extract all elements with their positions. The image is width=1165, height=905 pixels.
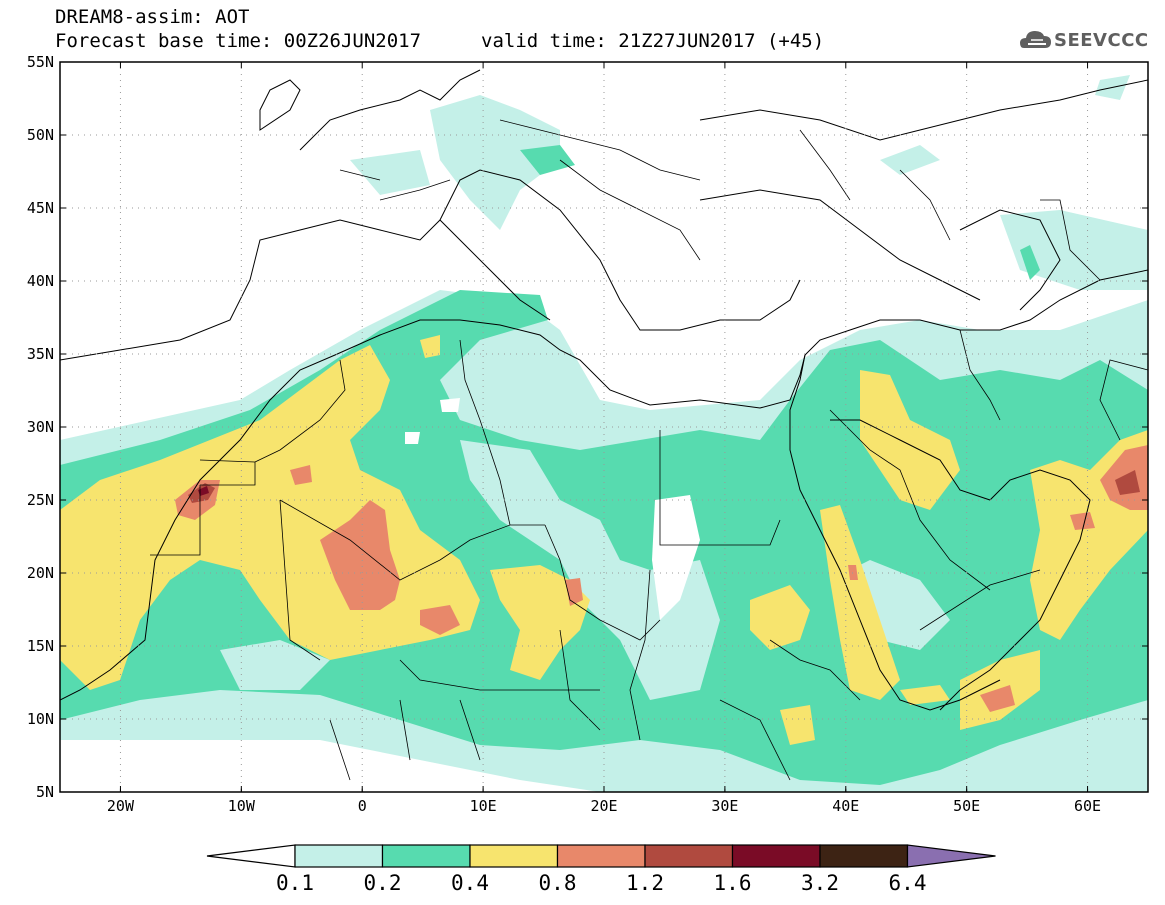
- colorbar-swatch: [644, 844, 734, 868]
- colorbar-label: 0.2: [364, 871, 402, 895]
- lon-label: 40E: [832, 797, 859, 815]
- colorbar-swatch: [556, 844, 646, 868]
- colorbar-swatch: [469, 844, 559, 868]
- logo-text: SEEVCCC: [1054, 30, 1149, 51]
- lat-label: 30N: [27, 418, 54, 436]
- lon-label: 20W: [107, 797, 135, 815]
- colorbar-label: 3.2: [801, 871, 839, 895]
- lat-label: 25N: [27, 491, 54, 509]
- forecast-base-time: Forecast base time: 00Z26JUN2017: [55, 30, 422, 52]
- valid-time: valid time: 21Z27JUN2017 (+45): [481, 30, 825, 52]
- lat-label: 50N: [27, 126, 54, 144]
- lon-label: 10W: [228, 797, 256, 815]
- coastlines: [60, 69, 1148, 711]
- lat-label: 40N: [27, 272, 54, 290]
- colorbar-swatch: [731, 844, 821, 868]
- colorbar: [206, 844, 996, 868]
- lon-label: 30E: [711, 797, 738, 815]
- lon-label: 20E: [590, 797, 617, 815]
- lat-label: 55N: [27, 53, 54, 71]
- lon-label: 60E: [1074, 797, 1101, 815]
- colorbar-label: 6.4: [889, 871, 927, 895]
- colorbar-min-arrow: [206, 844, 296, 868]
- colorbar-label: 0.4: [451, 871, 489, 895]
- graticule: [60, 62, 1148, 792]
- lon-label: 10E: [470, 797, 497, 815]
- colorbar-max-arrow: [906, 844, 996, 868]
- cloud-icon: [1020, 31, 1051, 48]
- lat-label: 20N: [27, 564, 54, 582]
- colorbar-swatch: [381, 844, 471, 868]
- country-borders: [150, 119, 1148, 781]
- lon-label: 0: [358, 797, 367, 815]
- colorbar-swatch: [294, 844, 384, 868]
- colorbar-label: 1.6: [714, 871, 752, 895]
- lat-label: 15N: [27, 637, 54, 655]
- colorbar-label: 0.1: [276, 871, 314, 895]
- lat-label: 35N: [27, 345, 54, 363]
- colorbar-label: 0.8: [539, 871, 577, 895]
- axis-ticks: [60, 61, 1148, 793]
- map-title: DREAM8-assim: AOT: [55, 6, 250, 28]
- lat-label: 10N: [27, 710, 54, 728]
- colorbar-swatch: [819, 844, 909, 868]
- lon-label: 50E: [953, 797, 980, 815]
- lat-label: 45N: [27, 199, 54, 217]
- colorbar-label: 1.2: [626, 871, 664, 895]
- lat-label: 5N: [36, 783, 54, 801]
